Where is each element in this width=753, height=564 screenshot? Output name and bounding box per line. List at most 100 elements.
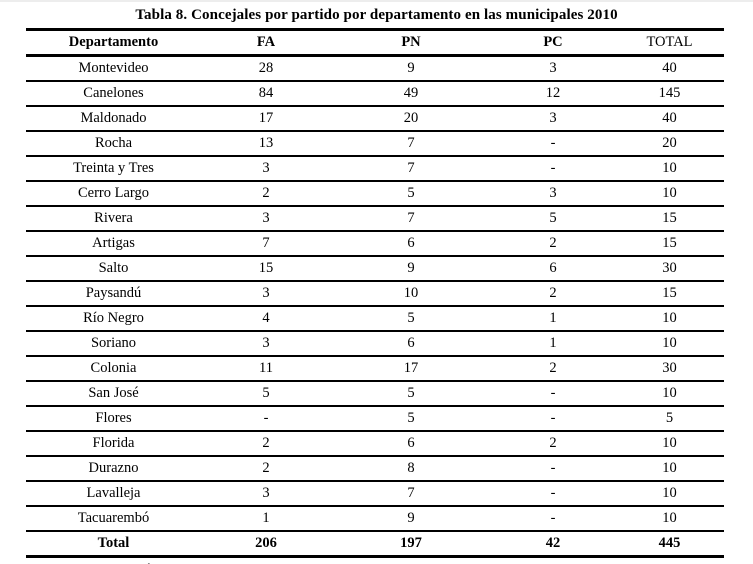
cell-value: 2 bbox=[201, 455, 331, 481]
cell-departamento: Durazno bbox=[26, 455, 201, 481]
cell-value: 40 bbox=[615, 54, 724, 81]
cell-departamento: Canelones bbox=[26, 80, 201, 106]
cell-value: 10 bbox=[615, 380, 724, 406]
source-note: Fuente: Elaboración propia sobre datos d… bbox=[36, 562, 753, 564]
cell-value: - bbox=[491, 455, 615, 481]
table-row: Treinta y Tres 3 7-10 bbox=[26, 155, 724, 181]
cell-departamento: Tacuarembó bbox=[26, 505, 201, 531]
cell-value: 2 bbox=[201, 430, 331, 456]
header-row: Departamento FA PN PC TOTAL bbox=[26, 29, 724, 57]
cell-value: 9 bbox=[331, 255, 491, 281]
cell-departamento: Cerro Largo bbox=[26, 180, 201, 206]
cell-value: 40 bbox=[615, 105, 724, 131]
cell-departamento: Treinta y Tres bbox=[26, 155, 201, 181]
header-total: TOTAL bbox=[615, 29, 724, 57]
cell-value: - bbox=[491, 380, 615, 406]
table-row: Colonia 11 17 2 30 bbox=[26, 355, 724, 381]
cell-value: 5 bbox=[331, 405, 491, 431]
table-title: Tabla 8. Concejales por partido por depa… bbox=[135, 7, 618, 23]
header-pn: PN bbox=[331, 29, 491, 57]
cell-value: 7 bbox=[331, 130, 491, 156]
cell-value: 15 bbox=[201, 255, 331, 281]
cell-value: - bbox=[491, 505, 615, 531]
cell-value: 2 bbox=[491, 355, 615, 381]
cell-value: 30 bbox=[615, 355, 724, 381]
cell-value: 9 bbox=[331, 54, 491, 81]
cell-value: - bbox=[491, 480, 615, 506]
cell-departamento: Artigas bbox=[26, 230, 201, 256]
cell-value: 49 bbox=[331, 80, 491, 106]
cell-departamento: Salto bbox=[26, 255, 201, 281]
cell-value: 20 bbox=[615, 130, 724, 156]
cell-value: 5 bbox=[331, 380, 491, 406]
cell-departamento: Paysandú bbox=[26, 280, 201, 306]
cell-value: 3 bbox=[201, 280, 331, 306]
cell-value: 10 bbox=[615, 505, 724, 531]
table-row: Durazno 2 8-10 bbox=[26, 455, 724, 481]
cell-value: 4 bbox=[201, 305, 331, 331]
table-row: Cerro Largo 2 5 3 10 bbox=[26, 180, 724, 206]
table-row: Rivera 3 7 5 15 bbox=[26, 205, 724, 231]
cell-value: 6 bbox=[331, 230, 491, 256]
cell-value: - bbox=[491, 155, 615, 181]
cell-departamento: Rivera bbox=[26, 205, 201, 231]
cell-value: 10 bbox=[615, 430, 724, 456]
cell-value: 3 bbox=[201, 205, 331, 231]
cell-value: 8 bbox=[331, 455, 491, 481]
table-row: Florida 2 6 2 10 bbox=[26, 430, 724, 456]
cell-value: 10 bbox=[615, 180, 724, 206]
table-footer: Total 206 197 42 445 bbox=[26, 530, 724, 557]
cell-value: 3 bbox=[491, 54, 615, 81]
cell-value: 7 bbox=[331, 205, 491, 231]
cell-value: 1 bbox=[491, 305, 615, 331]
total-fa: 206 bbox=[201, 530, 331, 557]
cell-value: 3 bbox=[491, 180, 615, 206]
cell-departamento: Flores bbox=[26, 405, 201, 431]
table-row: Paysandú 3 10 2 15 bbox=[26, 280, 724, 306]
cell-value: 15 bbox=[615, 280, 724, 306]
cell-value: 6 bbox=[331, 330, 491, 356]
table-row: Salto 15 9 6 30 bbox=[26, 255, 724, 281]
cell-value: 28 bbox=[201, 54, 331, 81]
cell-departamento: Maldonado bbox=[26, 105, 201, 131]
cell-value: 2 bbox=[201, 180, 331, 206]
cell-value: 3 bbox=[201, 155, 331, 181]
table-row: Canelones 84 49 12 145 bbox=[26, 80, 724, 106]
cell-value: 6 bbox=[331, 430, 491, 456]
table-row: San José 5 5-10 bbox=[26, 380, 724, 406]
table-header: Departamento FA PN PC TOTAL bbox=[26, 29, 724, 57]
cell-value: 2 bbox=[491, 280, 615, 306]
cell-value: 5 bbox=[201, 380, 331, 406]
cell-value: - bbox=[491, 405, 615, 431]
cell-value: 5 bbox=[331, 305, 491, 331]
cell-value: 1 bbox=[491, 330, 615, 356]
cell-value: 10 bbox=[615, 330, 724, 356]
concejales-table: Departamento FA PN PC TOTAL Montevideo 28… bbox=[26, 28, 724, 558]
table-body: Montevideo 28 9 3 40 Canelones 84 49 12 145 Maldon… bbox=[26, 54, 724, 531]
table-row: Rocha 13 7-20 bbox=[26, 130, 724, 156]
cell-value: 7 bbox=[331, 155, 491, 181]
header-departamento: Departamento bbox=[26, 29, 201, 57]
cell-value: 13 bbox=[201, 130, 331, 156]
table-row: Maldonado 17 20 3 40 bbox=[26, 105, 724, 131]
cell-value: - bbox=[201, 405, 331, 431]
table-row: Flores -5-5 bbox=[26, 405, 724, 431]
cell-value: 3 bbox=[491, 105, 615, 131]
cell-value: 10 bbox=[615, 455, 724, 481]
cell-departamento: Soriano bbox=[26, 330, 201, 356]
cell-value: 11 bbox=[201, 355, 331, 381]
cell-value: 10 bbox=[331, 280, 491, 306]
cell-value: 10 bbox=[615, 480, 724, 506]
cell-value: 3 bbox=[201, 330, 331, 356]
cell-value: 15 bbox=[615, 205, 724, 231]
cell-value: 7 bbox=[201, 230, 331, 256]
cell-value: 15 bbox=[615, 230, 724, 256]
cell-departamento: Montevideo bbox=[26, 54, 201, 81]
cell-value: 9 bbox=[331, 505, 491, 531]
header-fa: FA bbox=[201, 29, 331, 57]
cell-value: 10 bbox=[615, 305, 724, 331]
cell-value: 17 bbox=[201, 105, 331, 131]
table-row: Montevideo 28 9 3 40 bbox=[26, 54, 724, 81]
cell-departamento: Río Negro bbox=[26, 305, 201, 331]
cell-value: 17 bbox=[331, 355, 491, 381]
